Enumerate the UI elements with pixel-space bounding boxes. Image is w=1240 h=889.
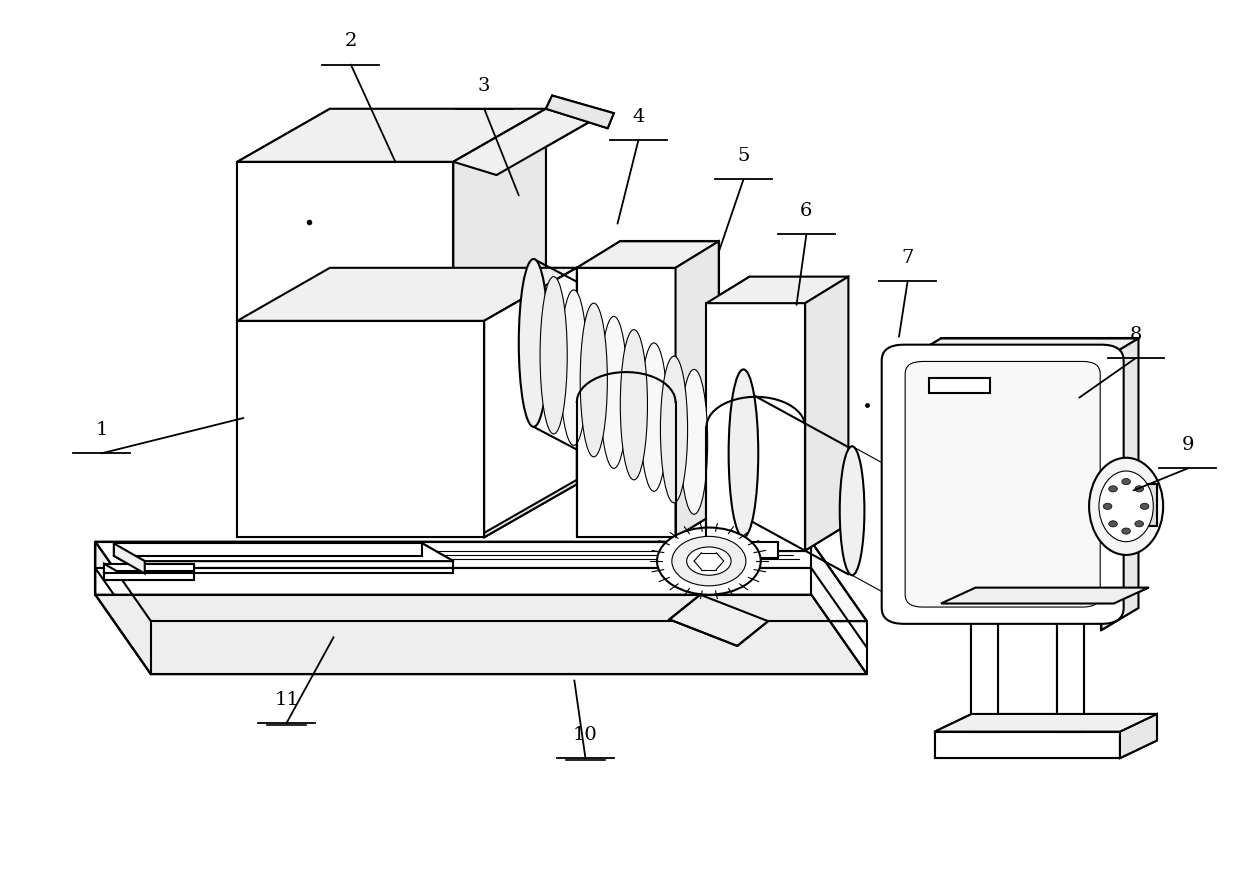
Polygon shape <box>114 543 145 573</box>
FancyBboxPatch shape <box>905 362 1100 607</box>
Ellipse shape <box>1122 528 1131 534</box>
Polygon shape <box>95 568 811 595</box>
Ellipse shape <box>520 263 547 422</box>
Polygon shape <box>95 541 867 621</box>
Ellipse shape <box>1135 485 1143 492</box>
Polygon shape <box>484 268 577 533</box>
Polygon shape <box>904 339 1138 361</box>
Polygon shape <box>577 241 719 268</box>
Ellipse shape <box>1104 503 1112 509</box>
Polygon shape <box>237 162 454 321</box>
Polygon shape <box>95 595 867 674</box>
Polygon shape <box>670 595 768 646</box>
Ellipse shape <box>600 316 627 469</box>
Ellipse shape <box>1122 478 1131 485</box>
Polygon shape <box>1101 339 1138 630</box>
Polygon shape <box>1120 714 1157 758</box>
Text: 3: 3 <box>477 76 491 94</box>
Ellipse shape <box>518 259 548 427</box>
Ellipse shape <box>661 356 688 503</box>
Text: 6: 6 <box>800 202 812 220</box>
Text: 2: 2 <box>345 33 357 51</box>
Ellipse shape <box>903 492 923 594</box>
Polygon shape <box>682 541 777 557</box>
Polygon shape <box>935 714 1157 732</box>
Ellipse shape <box>1089 458 1163 555</box>
Ellipse shape <box>839 446 864 575</box>
Ellipse shape <box>672 536 746 586</box>
Ellipse shape <box>580 303 608 457</box>
Polygon shape <box>707 276 848 303</box>
Text: 8: 8 <box>1130 325 1142 344</box>
Polygon shape <box>114 543 423 556</box>
Polygon shape <box>95 568 151 674</box>
Ellipse shape <box>1141 503 1149 509</box>
Polygon shape <box>941 588 1148 604</box>
Polygon shape <box>237 108 546 162</box>
Polygon shape <box>237 321 484 537</box>
Polygon shape <box>1056 608 1084 732</box>
Polygon shape <box>104 564 117 580</box>
FancyBboxPatch shape <box>882 345 1123 624</box>
Ellipse shape <box>1109 485 1117 492</box>
Ellipse shape <box>1099 471 1153 541</box>
Polygon shape <box>676 241 719 537</box>
Polygon shape <box>484 268 577 537</box>
Text: 9: 9 <box>1182 436 1194 454</box>
Polygon shape <box>104 564 195 571</box>
Ellipse shape <box>1109 521 1117 527</box>
Ellipse shape <box>560 290 588 445</box>
Polygon shape <box>707 303 805 550</box>
Polygon shape <box>237 268 577 321</box>
Text: 11: 11 <box>274 691 299 709</box>
Text: 5: 5 <box>738 148 750 165</box>
Polygon shape <box>577 268 676 537</box>
Ellipse shape <box>687 547 732 575</box>
Ellipse shape <box>640 343 667 492</box>
Text: 7: 7 <box>901 249 914 267</box>
Polygon shape <box>935 732 1120 758</box>
Polygon shape <box>929 378 991 393</box>
Polygon shape <box>971 608 998 732</box>
Polygon shape <box>454 108 589 175</box>
Polygon shape <box>95 541 811 568</box>
Polygon shape <box>546 95 614 128</box>
Text: 4: 4 <box>632 108 645 125</box>
Polygon shape <box>454 108 546 373</box>
Ellipse shape <box>657 527 760 595</box>
Ellipse shape <box>541 276 567 434</box>
Ellipse shape <box>1135 521 1143 527</box>
Ellipse shape <box>620 330 647 480</box>
Polygon shape <box>104 573 195 580</box>
Polygon shape <box>1138 485 1157 525</box>
Polygon shape <box>805 276 848 550</box>
Ellipse shape <box>729 370 758 537</box>
Ellipse shape <box>681 370 708 515</box>
Polygon shape <box>114 543 454 561</box>
Text: 10: 10 <box>573 726 598 744</box>
Polygon shape <box>95 541 151 648</box>
Text: 1: 1 <box>95 421 108 439</box>
